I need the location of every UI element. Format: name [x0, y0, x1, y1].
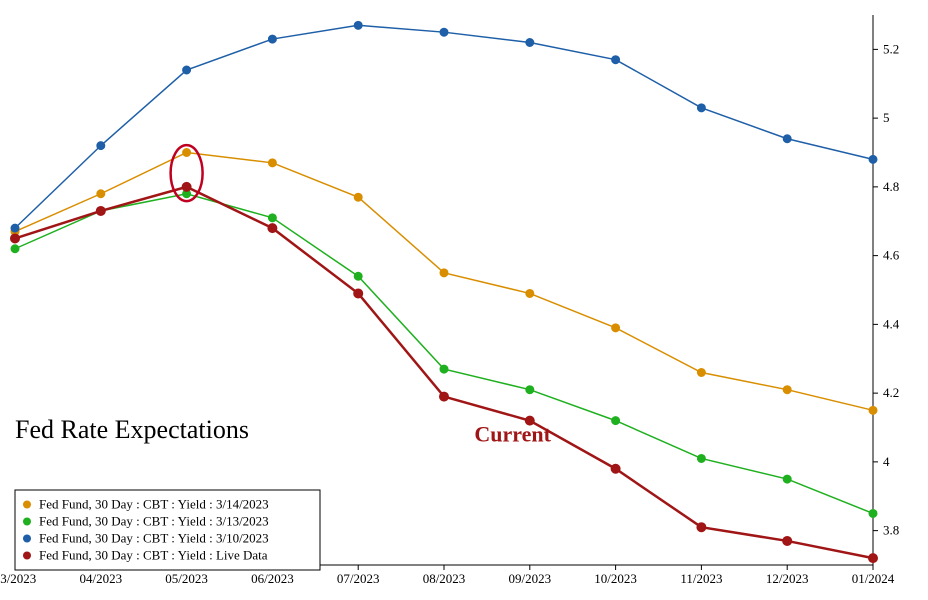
series-marker [526, 386, 534, 394]
legend-marker [23, 535, 31, 543]
series-marker [354, 21, 362, 29]
series-marker [869, 155, 877, 163]
x-tick-label: 04/2023 [79, 571, 122, 586]
legend-marker [23, 501, 31, 509]
series-marker [526, 39, 534, 47]
series-marker [697, 369, 705, 377]
series-marker [869, 554, 878, 563]
series-marker [268, 35, 276, 43]
legend-label: Fed Fund, 30 Day : CBT : Yield : 3/10/20… [39, 531, 269, 546]
y-tick-label: 4 [883, 454, 890, 469]
series-marker [182, 182, 191, 191]
y-tick-label: 3.8 [883, 523, 899, 538]
series-marker [612, 324, 620, 332]
legend-marker [23, 552, 31, 560]
x-tick-label: 05/2023 [165, 571, 208, 586]
y-tick-label: 4.6 [883, 248, 900, 263]
series-marker [183, 149, 191, 157]
series-marker [11, 234, 20, 243]
series-marker [697, 454, 705, 462]
series-marker [869, 509, 877, 517]
chart-title: Fed Rate Expectations [15, 415, 249, 444]
series-marker [440, 392, 449, 401]
x-tick-label: 12/2023 [766, 571, 809, 586]
series-marker [11, 224, 19, 232]
legend-label: Fed Fund, 30 Day : CBT : Yield : 3/13/20… [39, 514, 269, 529]
series-marker [268, 159, 276, 167]
series-marker [612, 417, 620, 425]
chart-container: 03/2023 04/2023 05/2023 06/2023 07/2023 08/20… [0, 0, 928, 600]
series-marker [96, 206, 105, 215]
series-marker [697, 104, 705, 112]
line-chart: 03/2023 04/2023 05/2023 06/2023 07/2023 08/20… [0, 0, 928, 600]
legend-label: Fed Fund, 30 Day : CBT : Yield : Live Da… [39, 548, 268, 563]
x-tick-label: 06/2023 [251, 571, 294, 586]
series-marker [783, 475, 791, 483]
series-marker [268, 214, 276, 222]
series-marker [440, 28, 448, 36]
series-marker [440, 269, 448, 277]
series-marker [354, 193, 362, 201]
annotation-text: Current [474, 421, 551, 446]
series-marker [697, 523, 706, 532]
series-marker [526, 289, 534, 297]
y-tick-label: 4.8 [883, 179, 899, 194]
series-marker [268, 224, 277, 233]
series-marker [611, 464, 620, 473]
legend-marker [23, 518, 31, 526]
series-marker [183, 66, 191, 74]
series-marker [783, 386, 791, 394]
x-tick-label: 11/2023 [680, 571, 722, 586]
x-tick-label: 01/2024 [852, 571, 895, 586]
x-tick-label: 09/2023 [508, 571, 551, 586]
y-tick-label: 5.2 [883, 41, 899, 56]
series-marker [354, 272, 362, 280]
series-marker [612, 56, 620, 64]
series-marker [11, 245, 19, 253]
series-marker [97, 190, 105, 198]
legend-label: Fed Fund, 30 Day : CBT : Yield : 3/14/20… [39, 497, 269, 512]
series-marker [354, 289, 363, 298]
series-marker [97, 142, 105, 150]
y-tick-label: 4.4 [883, 316, 900, 331]
x-tick-label: 08/2023 [423, 571, 466, 586]
y-tick-label: 4.2 [883, 385, 899, 400]
x-tick-label: 10/2023 [594, 571, 637, 586]
series-marker [783, 135, 791, 143]
x-tick-label: 03/2023 [0, 571, 36, 586]
series-marker [783, 536, 792, 545]
series-marker [440, 365, 448, 373]
x-tick-label: 07/2023 [337, 571, 380, 586]
y-tick-label: 5 [883, 110, 890, 125]
series-marker [869, 406, 877, 414]
